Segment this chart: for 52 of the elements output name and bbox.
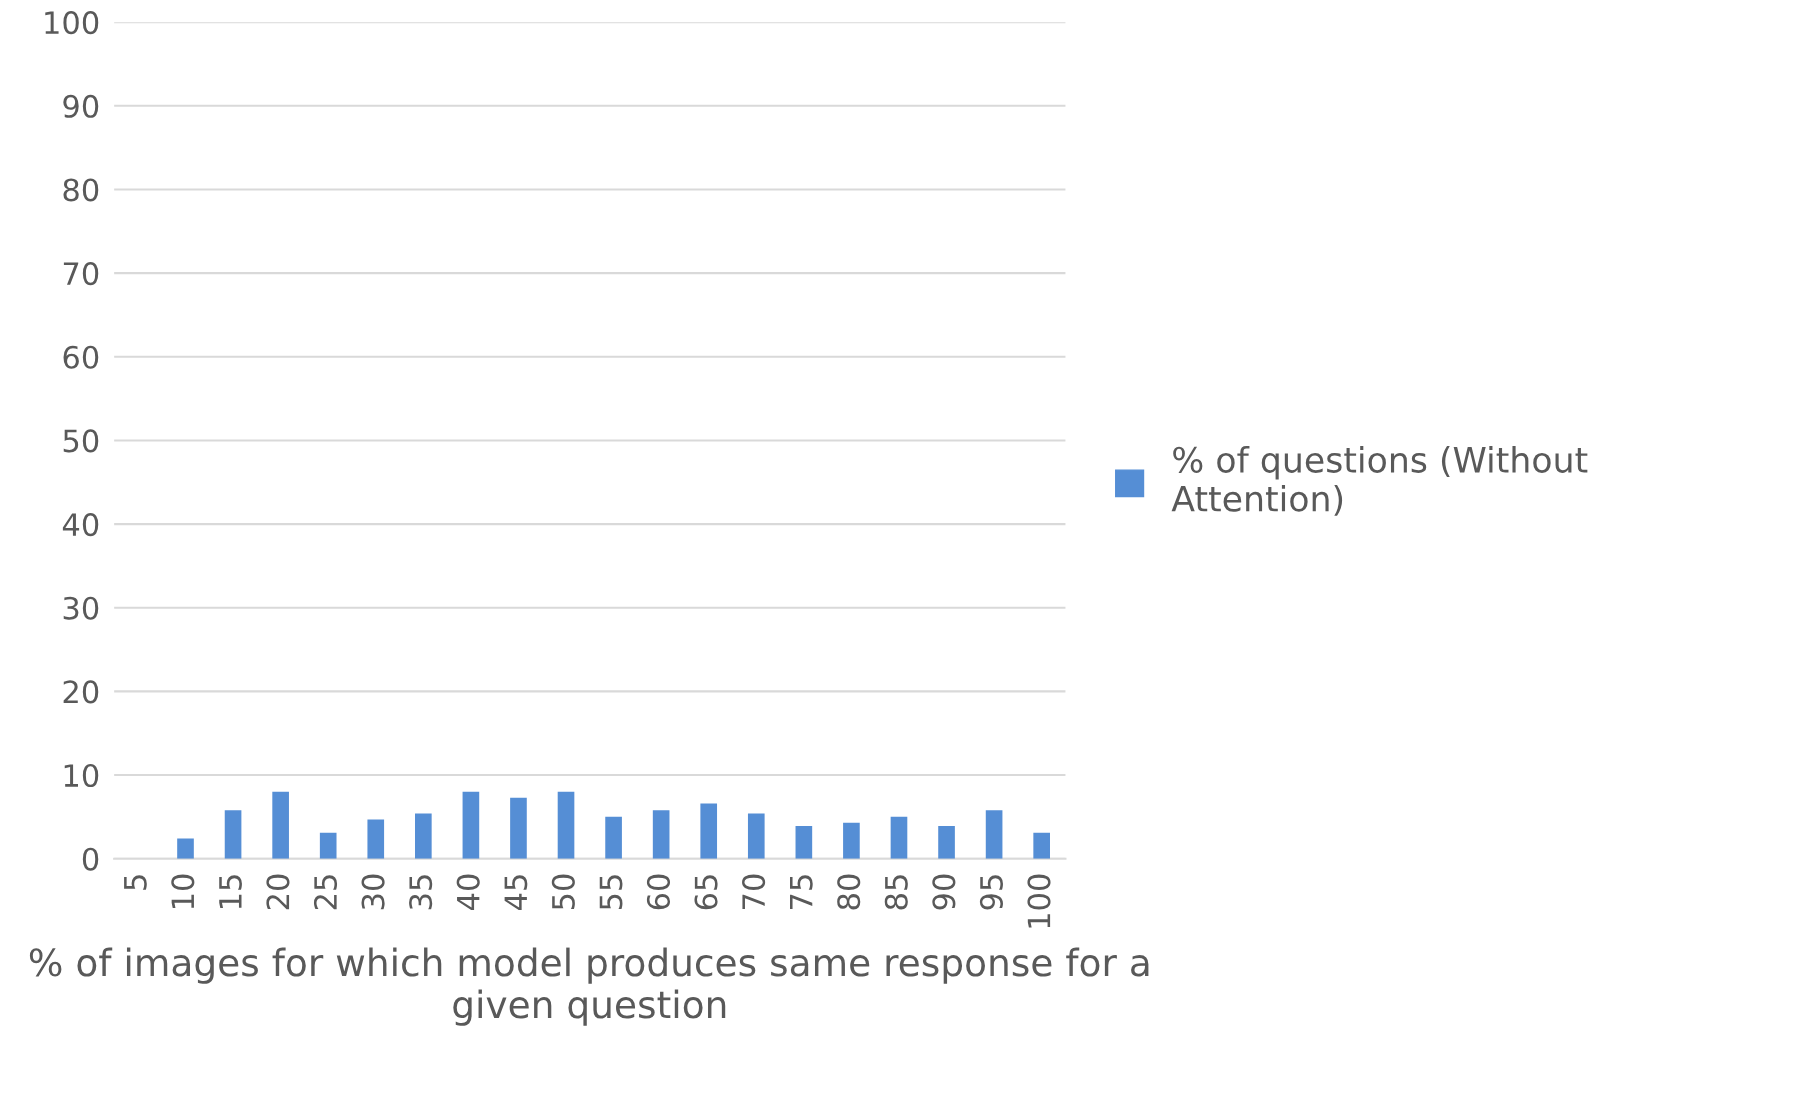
x-tick-label: 10 — [171, 874, 195, 909]
bar — [319, 832, 337, 859]
bar — [510, 797, 527, 859]
x-tick-label: 60 — [646, 874, 671, 910]
x-tick-label: 30 — [361, 874, 385, 910]
x-tick-label: 90 — [932, 874, 956, 910]
y-tick-label: 90 — [63, 94, 99, 118]
x-tick-label: 15 — [219, 875, 242, 909]
bar — [890, 816, 908, 859]
x-tick-label: 50 — [551, 874, 575, 910]
y-tick-label: 100 — [45, 11, 99, 35]
x-tick-label: 75 — [790, 875, 813, 909]
legend-label: % of questions (Without Attention) — [1171, 446, 1588, 516]
bar — [415, 813, 432, 859]
bar — [747, 813, 765, 859]
y-tick-label: 70 — [63, 262, 99, 286]
y-tick-label: 40 — [62, 513, 99, 537]
bar — [652, 810, 670, 859]
bar — [605, 816, 622, 859]
bar — [843, 822, 860, 859]
bar — [177, 838, 194, 859]
bar — [985, 810, 1003, 859]
x-tick-label: 45 — [504, 875, 528, 910]
x-tick-label: 35 — [409, 875, 433, 910]
y-tick-label: 60 — [63, 345, 99, 369]
y-tick-label: 0 — [82, 847, 99, 871]
y-tick-label: 50 — [63, 429, 99, 453]
x-tick-label: 65 — [694, 875, 718, 910]
bar — [557, 791, 575, 859]
bar — [795, 826, 813, 859]
y-tick-label: 80 — [63, 178, 99, 202]
x-tick-label: 100 — [1027, 874, 1051, 928]
bar — [938, 826, 955, 859]
x-tick-label: 55 — [599, 875, 623, 910]
bar — [462, 791, 480, 859]
bar — [224, 810, 242, 859]
x-tick-label: 70 — [742, 874, 766, 909]
bar — [272, 791, 289, 859]
bar — [367, 819, 385, 859]
y-tick-label: 10 — [64, 763, 99, 788]
y-tick-label: 20 — [63, 680, 99, 704]
x-tick-label: 5 — [124, 875, 147, 890]
x-tick-label: 25 — [313, 875, 338, 910]
x-tick-label: 80 — [837, 874, 861, 910]
bar — [1033, 832, 1050, 859]
x-tick-label: 85 — [884, 875, 908, 910]
x-axis-title: % of images for which model produces same response for a given question — [29, 947, 1149, 1026]
x-tick-label: 95 — [979, 875, 1003, 910]
x-tick-label: 40 — [456, 874, 480, 910]
bar — [700, 803, 718, 859]
x-tick-label: 20 — [266, 874, 290, 910]
y-tick-label: 30 — [63, 596, 99, 620]
